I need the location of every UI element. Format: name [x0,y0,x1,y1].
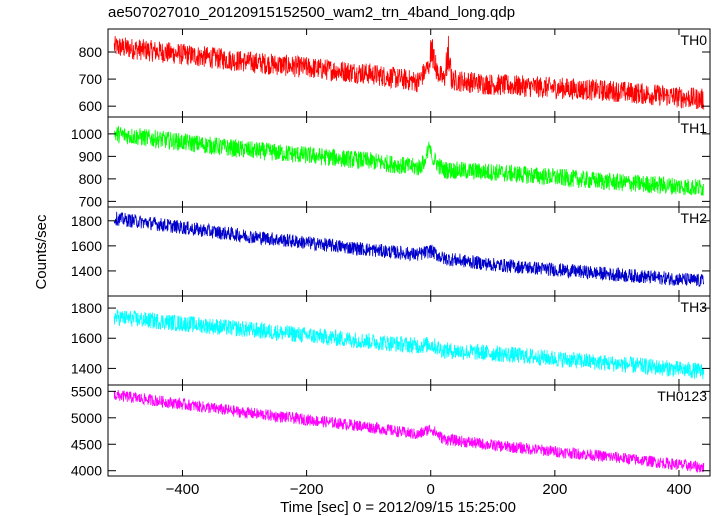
x-axis-tick-labels: −400 −200 0 200 400 [166,481,692,498]
x-tick-label: −400 [166,481,200,498]
y-tick-label: 800 [79,44,103,60]
panel-th1: 700 800 900 1000 TH1 [71,116,711,209]
panel-frame [107,295,711,386]
series-line-th0123 [113,389,705,473]
panel-th3: 1400 1600 1800 TH3 [71,295,711,386]
y-tick-label: 1800 [71,213,102,229]
y-tick-label: 700 [79,193,103,209]
y-tick-label: 1600 [71,330,102,346]
y-tick-label: 600 [79,98,103,114]
x-tick-label: 0 [427,481,435,498]
y-tick-label: 5500 [71,383,102,399]
y-tick-label: 700 [79,71,103,87]
band-label-th3: TH3 [681,299,708,315]
y-tick-label: 1600 [71,238,102,254]
panels-group: 600 700 800 TH0 700 800 900 1000 TH1 1400 1600 1800… [71,28,711,479]
y-tick-label: 4000 [71,463,102,479]
x-tick-label: −200 [290,481,324,498]
x-tick-label: 200 [542,481,567,498]
y-axis-label: Counts/sec [33,214,50,290]
chart-title: ae507027010_20120915152500_wam2_trn_4ban… [108,4,515,21]
y-tick-label: 5000 [71,410,102,426]
x-tick-label: 400 [666,481,691,498]
y-tick-label: 1400 [71,263,102,279]
x-axis-label: Time [sec] 0 = 2012/09/15 15:25:00 [280,499,516,516]
panel-th0123: 4000 4500 5000 5500 TH0123 [71,383,711,479]
y-tick-label: 1000 [71,126,102,142]
panel-th0: 600 700 800 TH0 [79,28,711,118]
y-tick-label: 1400 [71,360,102,376]
y-tick-label: 4500 [71,436,102,452]
series-line-th1 [113,126,705,196]
band-label-th2: TH2 [681,210,708,226]
panel-frame [107,384,711,477]
series-line-th3 [113,309,705,380]
series-line-th0 [113,35,705,110]
band-label-th0123: TH0123 [657,388,707,404]
series-line-th2 [113,211,705,287]
panel-th2: 1400 1600 1800 TH2 [71,206,711,297]
band-label-th0: TH0 [681,32,708,48]
y-tick-label: 900 [79,148,103,164]
y-tick-label: 800 [79,171,103,187]
panel-frame [107,206,711,297]
band-label-th1: TH1 [681,120,708,136]
y-tick-label: 1800 [71,300,102,316]
